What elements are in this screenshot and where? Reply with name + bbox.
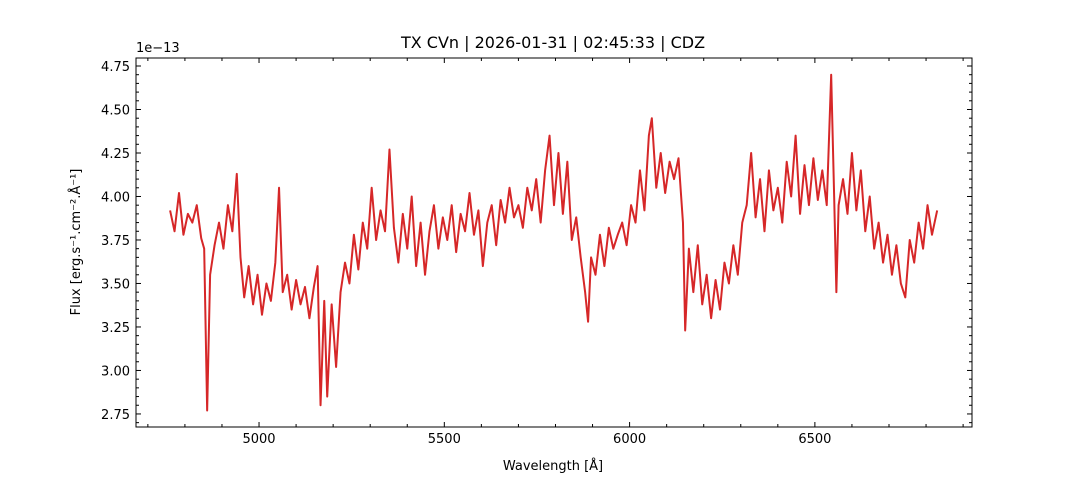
y-tick-label: 3.75 <box>101 234 130 249</box>
y-tick-label: 3.50 <box>101 277 130 292</box>
x-tick-label: 6500 <box>798 432 831 447</box>
x-tick-label: 5000 <box>242 432 275 447</box>
y-tick-label: 4.50 <box>101 103 130 118</box>
y-tick-label: 2.75 <box>101 408 130 423</box>
y-tick-label: 4.75 <box>101 60 130 75</box>
y-tick-label: 4.00 <box>101 190 130 205</box>
y-tick-label: 4.25 <box>101 147 130 162</box>
y-offset-label: 1e−13 <box>136 41 180 56</box>
plot-frame <box>135 57 973 428</box>
y-axis-label: Flux [erg.s⁻¹.cm⁻².Å⁻¹] <box>68 169 84 316</box>
x-tick-label: 5500 <box>428 432 461 447</box>
x-axis-label: Wavelength [Å] <box>503 458 603 474</box>
y-tick-label: 3.25 <box>101 321 130 336</box>
y-tick-label: 3.00 <box>101 364 130 379</box>
chart-title: TX CVn | 2026-01-31 | 02:45:33 | CDZ <box>400 33 705 52</box>
spectrum-line <box>169 73 939 412</box>
x-tick-label: 6000 <box>613 432 646 447</box>
